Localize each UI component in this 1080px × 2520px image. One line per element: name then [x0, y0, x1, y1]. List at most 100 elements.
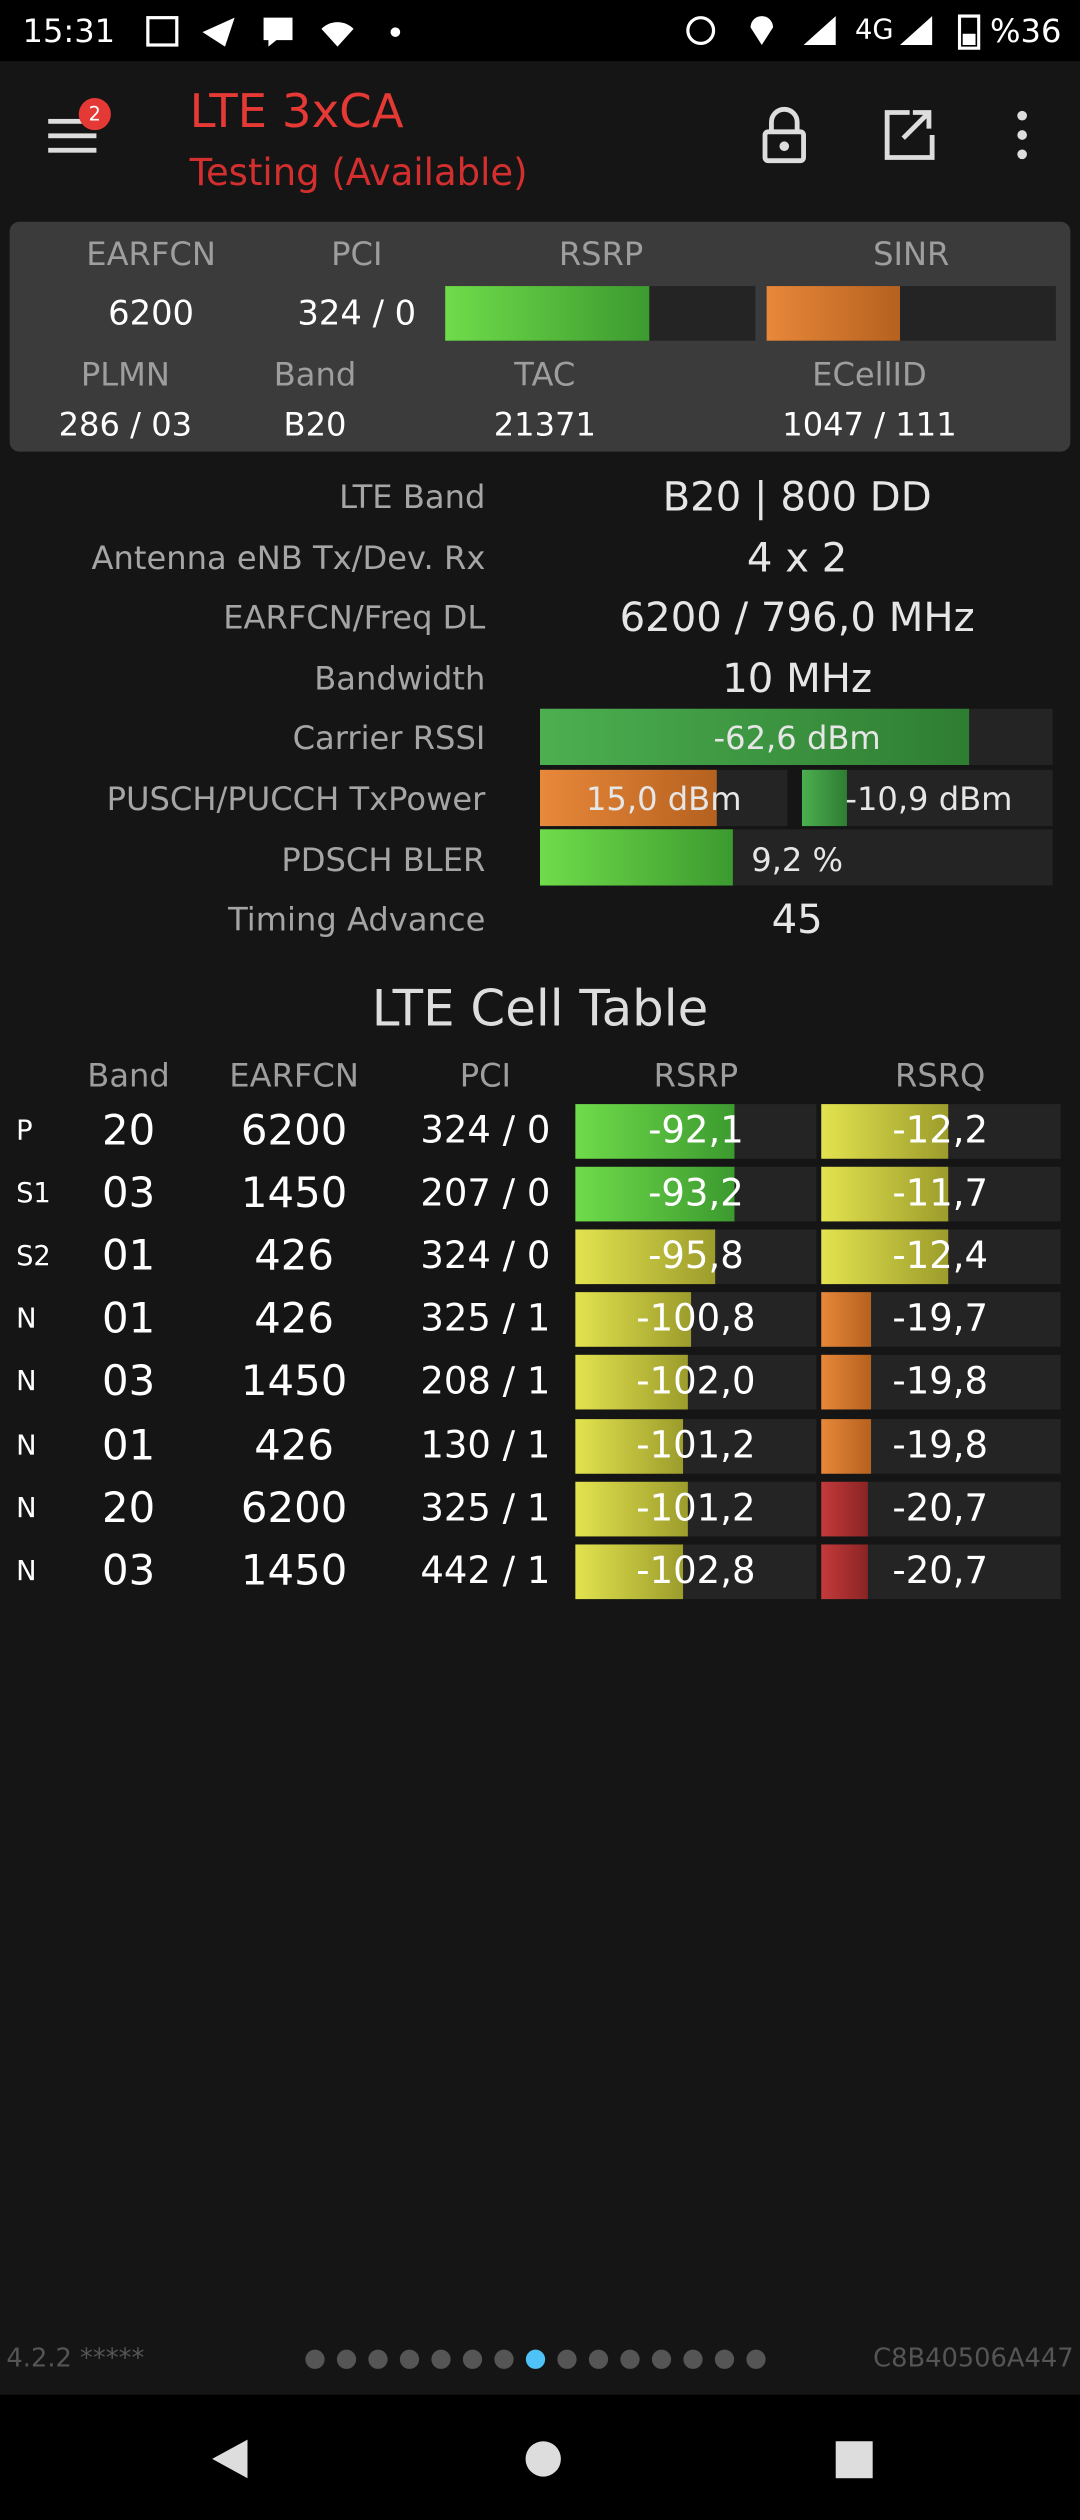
rsrp-bar-fill — [575, 1543, 684, 1599]
summary-value: B20 — [283, 405, 347, 444]
page-indicator[interactable] — [299, 2343, 781, 2375]
rsrq-bar — [821, 1543, 1061, 1599]
summary-label: ECellID — [812, 355, 927, 394]
page-dot[interactable] — [557, 2349, 577, 2369]
network-type: 4G — [855, 14, 894, 47]
cell-earfcn: 1450 — [240, 1170, 348, 1219]
rsrp-bar — [575, 1229, 817, 1285]
cell-type: N — [16, 1492, 37, 1525]
detail-label: EARFCN/Freq DL — [223, 598, 486, 637]
page-dot[interactable] — [399, 2349, 420, 2369]
nav-buttons[interactable] — [0, 2395, 1080, 2520]
status-bar — [0, 0, 1080, 62]
detail-label: Timing Advance — [228, 900, 486, 939]
summary-label: SINR — [873, 234, 950, 274]
cell-rsrp: -102,8 — [636, 1550, 756, 1593]
cell-rsrp: -95,8 — [648, 1236, 744, 1278]
page-dot[interactable] — [494, 2349, 514, 2369]
page-dot[interactable] — [651, 2349, 672, 2369]
page-dot[interactable] — [683, 2349, 703, 2369]
rsrq-bar-fill — [821, 1166, 949, 1222]
cell-earfcn: 1450 — [240, 1358, 348, 1407]
rsrq-bar — [821, 1229, 1061, 1285]
page-dot[interactable] — [368, 2349, 388, 2369]
column-header: RSRQ — [894, 1055, 986, 1095]
rsrp-bar — [575, 1355, 817, 1411]
page-dot[interactable] — [431, 2349, 451, 2369]
cell-rsrp: -92,1 — [648, 1110, 744, 1153]
cell-band: 03 — [101, 1358, 156, 1407]
page-dot[interactable] — [620, 2349, 640, 2369]
cell-rsrq: -20,7 — [892, 1550, 989, 1593]
column-header: RSRP — [653, 1055, 739, 1095]
summary-value: 324 / 0 — [297, 294, 417, 333]
page-dot[interactable] — [305, 2349, 325, 2369]
detail-value: -62,6 dBm — [713, 719, 881, 758]
rsrq-bar — [821, 1104, 1061, 1159]
device-id: C8B40506A447 — [873, 2342, 1074, 2373]
rsrq-bar-fill — [821, 1355, 872, 1411]
page-dot[interactable] — [588, 2349, 609, 2369]
cell-pci: 324 / 0 — [420, 1110, 551, 1153]
cell-band: 03 — [101, 1547, 156, 1596]
page-dot[interactable] — [525, 2349, 546, 2369]
cell-earfcn: 1450 — [240, 1547, 348, 1596]
page-dot[interactable] — [714, 2349, 735, 2369]
detail-value: 9,2 % — [751, 839, 844, 879]
cell-rsrp: -102,0 — [636, 1361, 756, 1404]
cell-band: 03 — [101, 1170, 156, 1219]
page-dot[interactable] — [462, 2349, 483, 2369]
summary-label: TAC — [514, 355, 576, 394]
summary-value: 6200 — [108, 294, 195, 333]
cell-earfcn: 426 — [254, 1421, 334, 1470]
cell-rsrp: -93,2 — [648, 1173, 744, 1216]
rsrp-bar — [575, 1481, 817, 1536]
cell-pci: 208 / 1 — [420, 1361, 551, 1404]
summary-label: Band — [273, 355, 357, 394]
cell-type: P — [16, 1115, 33, 1148]
cell-earfcn: 426 — [254, 1295, 334, 1345]
cell-rsrp: -101,2 — [636, 1424, 756, 1467]
rsrq-bar — [821, 1355, 1061, 1411]
rsrp-bar — [575, 1166, 817, 1222]
cell-rsrq: -19,8 — [892, 1361, 989, 1404]
cell-type: N — [16, 1429, 37, 1462]
cell-earfcn: 6200 — [240, 1484, 348, 1533]
rsrp-bar-fill — [575, 1418, 684, 1473]
page-dot[interactable] — [336, 2349, 357, 2369]
pusch-bar — [540, 769, 788, 827]
rsrp-bar — [575, 1418, 817, 1473]
rsrp-bar — [575, 1543, 817, 1599]
battery-icon — [957, 14, 981, 50]
page-dot[interactable] — [746, 2349, 766, 2369]
detail-label: Bandwidth — [314, 658, 486, 698]
cell-band: 01 — [101, 1295, 156, 1345]
badge: 2 — [78, 98, 111, 131]
detail-label: PUSCH/PUCCH TxPower — [106, 779, 486, 819]
toolbar-icons[interactable] — [759, 103, 1048, 167]
detail-label: Antenna eNB Tx/Dev. Rx — [91, 537, 486, 577]
cell-pci: 325 / 1 — [420, 1299, 551, 1341]
rsrp-bar — [575, 1104, 817, 1159]
version: 4.2.2 ***** — [6, 2342, 145, 2373]
cell-rsrq: -11,7 — [892, 1173, 989, 1216]
summary-label: PLMN — [80, 355, 170, 394]
detail-label: PDSCH BLER — [281, 839, 486, 879]
rsrp-bar-fill — [575, 1166, 735, 1222]
cell-band: 20 — [101, 1107, 156, 1156]
sinr-bar — [766, 286, 1056, 341]
cell-earfcn: 6200 — [240, 1107, 348, 1156]
cell-type: N — [16, 1366, 37, 1399]
rsrq-bar — [821, 1418, 1061, 1473]
column-header: PCI — [459, 1055, 512, 1095]
rsrq-bar-fill — [821, 1229, 949, 1285]
subtitle: Testing (Available) — [189, 152, 528, 195]
battery-level: %36 — [990, 11, 1062, 50]
menu-button[interactable] — [45, 116, 103, 158]
cell-pci: 207 / 0 — [420, 1173, 551, 1216]
cell-type: N — [16, 1303, 37, 1337]
cell-rsrq: -19,7 — [892, 1299, 989, 1341]
time: 15:31 — [22, 11, 116, 50]
cell-pci: 130 / 1 — [420, 1424, 551, 1467]
